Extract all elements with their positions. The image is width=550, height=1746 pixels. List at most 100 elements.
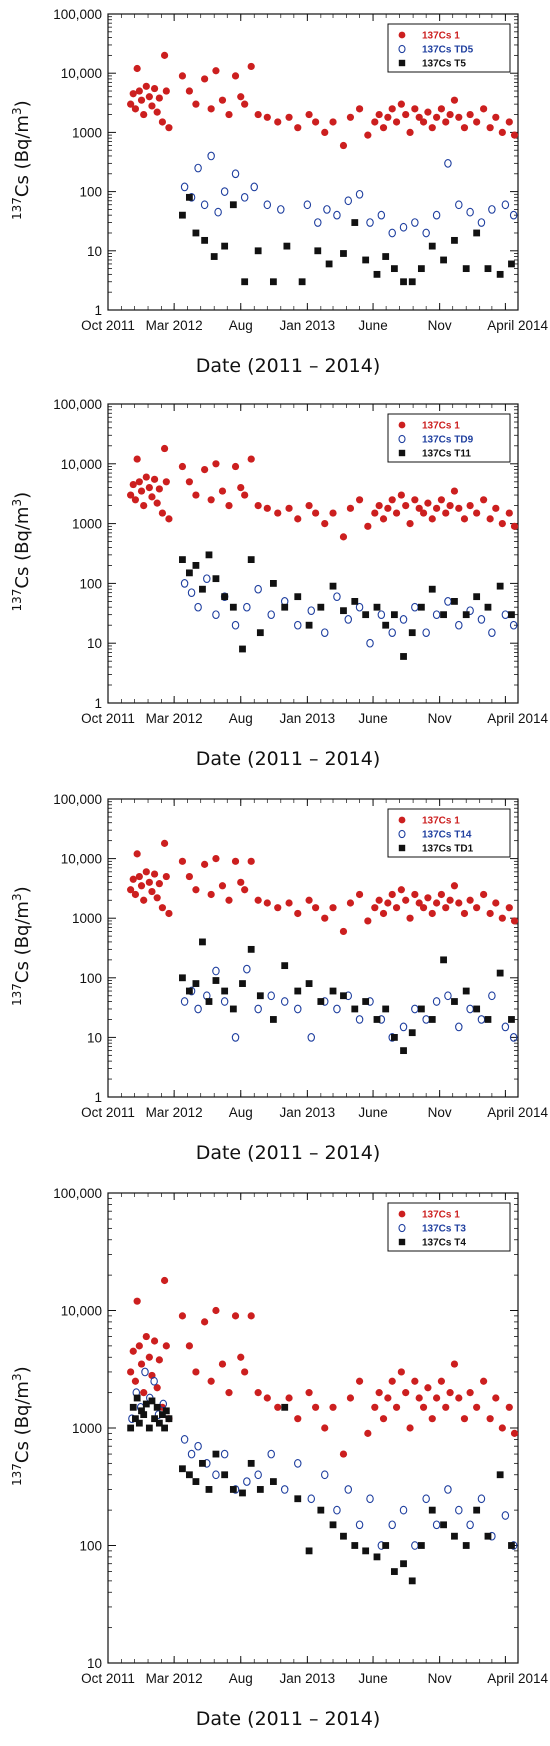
x-tick-label: Nov	[428, 711, 452, 726]
data-point	[212, 1470, 220, 1480]
data-point	[269, 278, 277, 286]
data-point	[505, 118, 513, 126]
data-point	[231, 857, 240, 865]
data-point	[411, 496, 419, 504]
data-point	[392, 904, 401, 912]
x-tick-label: Mar 2012	[146, 711, 203, 726]
data-point	[466, 896, 474, 904]
data-point	[321, 1470, 329, 1480]
y-tick-label: 1000	[72, 517, 102, 532]
data-point	[314, 218, 322, 227]
data-point	[460, 1415, 469, 1423]
data-point	[466, 110, 474, 119]
data-point	[388, 228, 396, 238]
data-point	[364, 1429, 372, 1437]
x-tick-label: Aug	[229, 318, 253, 333]
data-point	[247, 556, 255, 564]
data-point	[294, 593, 302, 601]
data-point	[247, 62, 255, 71]
data-point	[129, 480, 137, 489]
legend-label: 137Cs T14	[422, 830, 472, 841]
data-point	[150, 84, 159, 93]
data-point	[422, 1494, 430, 1504]
data-point	[129, 1403, 137, 1411]
data-point	[399, 1022, 408, 1032]
data-point	[180, 1435, 189, 1444]
legend-marker	[398, 829, 406, 839]
data-point	[153, 1403, 161, 1411]
data-point	[192, 491, 200, 499]
data-point	[231, 1312, 240, 1320]
legend-box	[387, 23, 511, 73]
data-point	[274, 1403, 282, 1411]
x-tick-label: Oct 2011	[81, 1671, 135, 1686]
data-point	[140, 896, 148, 904]
data-point	[432, 1520, 441, 1530]
data-point	[160, 839, 169, 847]
data-point	[137, 96, 146, 104]
data-point	[218, 882, 227, 890]
data-point	[138, 1407, 145, 1415]
x-axis-label: Date (2011 – 2014)	[196, 355, 381, 377]
data-point	[340, 607, 347, 615]
data-point	[161, 1424, 168, 1432]
legend-marker	[398, 421, 406, 429]
data-point	[285, 113, 293, 121]
data-point	[135, 1419, 143, 1427]
series-137cs-t11	[179, 551, 515, 660]
data-point	[140, 501, 148, 510]
data-point	[480, 105, 488, 113]
data-point	[462, 611, 470, 619]
data-point	[221, 1471, 229, 1479]
series-137cs-td9	[180, 574, 518, 648]
legend-label: 137Cs T5	[422, 59, 466, 70]
data-point	[294, 124, 302, 132]
y-axis-label-sup: 3	[10, 893, 24, 901]
data-point	[371, 1403, 379, 1411]
x-tick-label: June	[358, 1105, 387, 1120]
data-point	[477, 1015, 486, 1024]
data-point	[417, 1005, 425, 1013]
data-point	[231, 72, 240, 80]
data-point	[153, 1384, 161, 1392]
data-point	[351, 1005, 359, 1013]
data-point	[346, 113, 355, 121]
data-point	[402, 1389, 410, 1397]
legend-label: 137Cs T4	[422, 1238, 466, 1249]
data-point	[317, 1506, 325, 1514]
data-point	[446, 110, 454, 119]
series-137cs-t14	[180, 964, 518, 1042]
data-point	[419, 904, 428, 912]
data-point	[428, 124, 436, 132]
data-point	[437, 105, 445, 113]
data-point	[229, 1486, 237, 1493]
data-point	[269, 580, 277, 587]
data-point	[133, 850, 141, 858]
data-point	[346, 899, 355, 907]
data-point	[388, 890, 396, 899]
data-point	[384, 504, 392, 512]
data-point	[247, 1312, 255, 1320]
data-point	[229, 201, 237, 209]
data-point	[192, 561, 200, 569]
legend-marker	[398, 44, 406, 54]
data-point	[505, 904, 513, 912]
data-point	[321, 914, 329, 922]
series-137cs-td1	[179, 938, 515, 1055]
data-point	[207, 1377, 215, 1385]
data-point	[150, 475, 159, 483]
data-point	[285, 1394, 293, 1402]
data-point	[241, 886, 249, 894]
data-point	[305, 1389, 313, 1397]
data-point	[480, 496, 488, 504]
data-point	[496, 582, 504, 590]
data-point	[399, 615, 408, 624]
data-point	[351, 598, 359, 605]
data-point	[355, 1015, 364, 1024]
data-point	[269, 1478, 277, 1485]
data-point	[417, 1542, 425, 1549]
data-point	[285, 504, 293, 512]
y-axis-label-end: )	[12, 886, 33, 893]
data-point	[473, 904, 481, 912]
